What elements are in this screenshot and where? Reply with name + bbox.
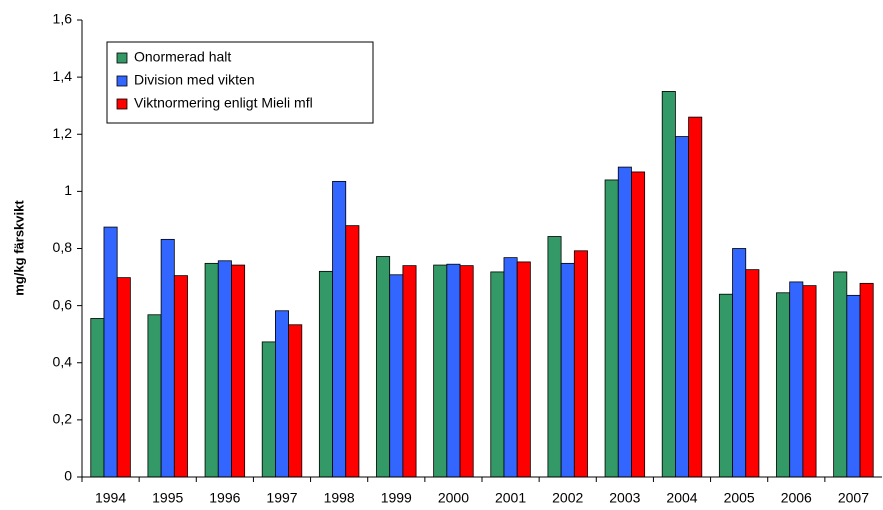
legend-box (106, 41, 374, 124)
bar (204, 262, 219, 478)
y-tick-label: 1 (64, 182, 72, 198)
bar (103, 226, 118, 478)
bar (261, 341, 276, 478)
x-tick-label: 1997 (266, 490, 297, 506)
bar (675, 136, 690, 478)
bar (490, 271, 505, 478)
x-tick-label: 2007 (838, 490, 869, 506)
bar (147, 314, 162, 478)
bar (160, 238, 175, 478)
bar (288, 324, 303, 478)
y-tick-label: 0 (64, 468, 72, 484)
bar (376, 256, 391, 478)
y-axis-label: mg/kg färskvikt (11, 200, 26, 296)
legend-label: Division med vikten (134, 72, 255, 88)
bar (116, 277, 131, 478)
bar (318, 270, 333, 478)
legend-swatch (116, 98, 128, 110)
x-tick-label: 2002 (552, 490, 583, 506)
bar (433, 264, 448, 478)
bar (745, 269, 760, 478)
x-tick-label: 1999 (381, 490, 412, 506)
bar (332, 180, 347, 478)
y-tick-label: 1,2 (53, 125, 73, 141)
x-tick-label: 1996 (209, 490, 240, 506)
bar (231, 264, 246, 478)
bar (631, 171, 646, 478)
bar (802, 285, 817, 478)
x-tick-label: 1995 (152, 490, 183, 506)
x-tick-label: 2004 (666, 490, 697, 506)
bar (503, 257, 518, 478)
bar (446, 263, 461, 478)
bar (859, 282, 874, 478)
x-tick-label: 2006 (781, 490, 812, 506)
bar (604, 179, 619, 478)
legend-label: Viktnormering enligt Mieli mfl (134, 95, 313, 111)
bar (661, 91, 676, 478)
bar (789, 281, 804, 478)
y-tick-label: 0,2 (53, 411, 73, 427)
bar (547, 236, 562, 478)
bar (688, 116, 703, 478)
x-tick-label: 1994 (95, 490, 126, 506)
y-tick-label: 0,8 (53, 239, 73, 255)
x-tick-label: 2001 (495, 490, 526, 506)
legend-swatch (116, 52, 128, 64)
bar (402, 265, 417, 478)
bar (173, 275, 188, 478)
x-tick-label: 2005 (724, 490, 755, 506)
y-tick-label: 1,6 (53, 11, 73, 27)
bar (617, 166, 632, 478)
bar (573, 250, 588, 478)
bar (846, 294, 861, 478)
bar (274, 310, 289, 478)
legend-label: Onormerad halt (134, 49, 231, 65)
x-tick-label: 1998 (324, 490, 355, 506)
bar (217, 260, 232, 478)
y-tick-label: 0,4 (53, 353, 73, 369)
bar (389, 274, 404, 478)
bar (459, 265, 474, 478)
bar (516, 261, 531, 478)
x-tick-label: 2003 (609, 490, 640, 506)
bar (90, 318, 105, 478)
bar (732, 248, 747, 478)
y-tick-label: 0,6 (53, 296, 73, 312)
bar (776, 292, 791, 478)
bar (345, 225, 360, 478)
x-tick-label: 2000 (438, 490, 469, 506)
bar (718, 293, 733, 478)
legend-swatch (116, 75, 128, 87)
y-tick-label: 1,4 (53, 68, 73, 84)
bar (833, 271, 848, 478)
bar (560, 262, 575, 478)
